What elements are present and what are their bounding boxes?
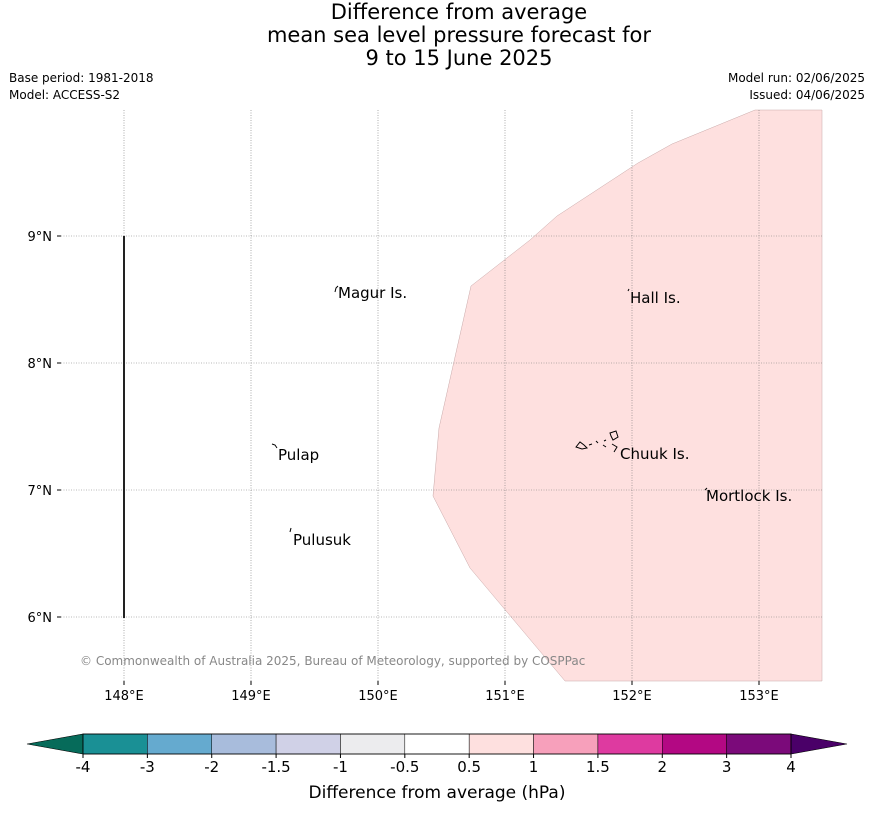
label-pulap: Pulap bbox=[278, 446, 319, 464]
colorbar-segment bbox=[82, 733, 148, 755]
model-info: Base period: 1981-2018 Model: ACCESS-S2 bbox=[9, 70, 154, 104]
label-magur: Magur Is. bbox=[338, 284, 407, 302]
map-title: Difference from average mean sea level p… bbox=[0, 1, 873, 70]
colorbar-segment bbox=[597, 733, 663, 755]
issued-text: Issued: 04/06/2025 bbox=[749, 88, 865, 102]
colorbar-under-arrow bbox=[26, 733, 84, 755]
label-pulusuk: Pulusuk bbox=[293, 531, 351, 549]
colorbar-segment bbox=[468, 733, 534, 755]
lat-tick-8: 8°N bbox=[28, 357, 53, 372]
colorbar-tick-label: 4 bbox=[786, 758, 796, 776]
colorbar-segment bbox=[340, 733, 406, 755]
label-mortlock: Mortlock Is. bbox=[706, 487, 792, 505]
colorbar-segments bbox=[82, 733, 792, 755]
pulap-island-shape bbox=[271, 443, 278, 449]
colorbar-tick-label: -1 bbox=[333, 758, 348, 776]
colorbar-over-arrow bbox=[790, 733, 848, 755]
magur-island-shape bbox=[334, 285, 339, 293]
lon-tick-148: 148°E bbox=[104, 689, 144, 704]
mortlock-island-shape bbox=[704, 487, 708, 491]
place-labels: Magur Is. Hall Is. Pulap Chuuk Is. Mortl… bbox=[278, 284, 792, 549]
label-chuuk: Chuuk Is. bbox=[620, 445, 689, 463]
colorbar-tick-label: 2 bbox=[657, 758, 667, 776]
lon-tick-149: 149°E bbox=[231, 689, 271, 704]
hall-island-shape bbox=[627, 288, 630, 292]
title-line-1: Difference from average bbox=[330, 0, 588, 24]
lat-tick-9: 9°N bbox=[28, 230, 53, 245]
colorbar-segment bbox=[662, 733, 727, 755]
colorbar-segment bbox=[211, 733, 277, 755]
colorbar-segment bbox=[533, 733, 599, 755]
colorbar-ticks: -4 -3 -2 -1.5 -1 -0.5 0.5 1 1.5 2 3 4 bbox=[76, 754, 796, 776]
lat-tick-6: 6°N bbox=[28, 611, 53, 626]
colorbar-tick-label: 0.5 bbox=[457, 758, 481, 776]
model-text: Model: ACCESS-S2 bbox=[9, 88, 121, 102]
base-period-text: Base period: 1981-2018 bbox=[9, 71, 154, 85]
lon-tick-153: 153°E bbox=[739, 689, 779, 704]
lon-tick-152: 152°E bbox=[612, 689, 652, 704]
pulusuk-island-shape bbox=[289, 527, 292, 533]
lon-axis: 148°E 149°E 150°E 151°E 152°E 153°E bbox=[104, 681, 779, 704]
colorbar: -4 -3 -2 -1.5 -1 -0.5 0.5 1 1.5 2 3 4 Difference fr… bbox=[26, 733, 848, 803]
label-hall: Hall Is. bbox=[630, 289, 681, 307]
title-line-3: 9 to 15 June 2025 bbox=[365, 46, 553, 70]
colorbar-tick-label: -0.5 bbox=[390, 758, 419, 776]
colorbar-tick-label: 1 bbox=[529, 758, 539, 776]
copyright-text: © Commonwealth of Australia 2025, Bureau… bbox=[80, 654, 585, 668]
colorbar-segment bbox=[726, 733, 792, 755]
model-run-text: Model run: 02/06/2025 bbox=[727, 71, 865, 85]
pressure-anomaly-region bbox=[432, 109, 823, 682]
lat-tick-7: 7°N bbox=[28, 484, 53, 499]
run-info: Model run: 02/06/2025 Issued: 04/06/2025 bbox=[728, 70, 865, 104]
chuuk-island-shapes bbox=[575, 430, 619, 453]
colorbar-tick-label: 1.5 bbox=[586, 758, 610, 776]
colorbar-segment bbox=[147, 733, 212, 755]
lon-tick-150: 150°E bbox=[358, 689, 398, 704]
colorbar-tick-label: -3 bbox=[140, 758, 155, 776]
colorbar-segment bbox=[404, 733, 470, 755]
colorbar-tick-label: -1.5 bbox=[261, 758, 290, 776]
lon-tick-151: 151°E bbox=[485, 689, 525, 704]
colorbar-tick-label: -4 bbox=[76, 758, 91, 776]
title-line-2: mean sea level pressure forecast for bbox=[266, 23, 652, 47]
lat-axis: 9°N 8°N 7°N 6°N bbox=[28, 230, 61, 626]
colorbar-tick-label: 3 bbox=[722, 758, 732, 776]
colorbar-title: Difference from average (hPa) bbox=[309, 783, 566, 803]
colorbar-outline bbox=[82, 733, 792, 755]
island-shapes bbox=[271, 285, 708, 533]
colorbar-tick-label: -2 bbox=[204, 758, 219, 776]
colorbar-segment bbox=[275, 733, 341, 755]
